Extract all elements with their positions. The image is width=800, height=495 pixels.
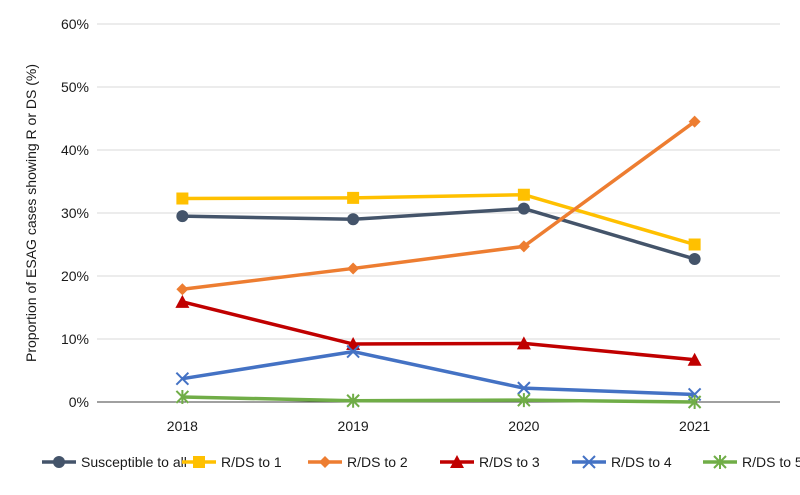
series-line <box>182 192 696 247</box>
legend-item: R/DS to 3 <box>440 454 540 470</box>
data-point <box>688 252 701 265</box>
data-point <box>687 352 702 366</box>
data-point <box>176 283 189 296</box>
legend-label: R/DS to 3 <box>479 454 540 470</box>
legend-label: R/DS to 2 <box>347 454 408 470</box>
x-tick-label: 2021 <box>679 418 710 434</box>
data-point <box>347 213 360 226</box>
legend-item: Susceptible to all <box>42 454 187 470</box>
series-6 <box>175 389 702 409</box>
legend-marker <box>53 456 65 468</box>
data-point <box>688 238 701 251</box>
legend: Susceptible to all R/DS to 1 R/DS to 2 R/DS… <box>42 454 800 470</box>
data-point <box>517 188 530 201</box>
data-point <box>517 393 531 408</box>
data-point <box>176 210 189 223</box>
series-4 <box>175 294 702 366</box>
data-point <box>517 240 530 253</box>
series-line <box>181 300 695 362</box>
series-1 <box>176 202 701 265</box>
legend-item: R/DS to 2 <box>308 454 408 470</box>
y-tick-label: 10% <box>61 331 89 347</box>
data-point <box>346 393 360 408</box>
series-group <box>175 115 702 409</box>
y-tick-label: 30% <box>61 205 89 221</box>
y-tick-label: 0% <box>69 394 89 410</box>
y-tick-label: 40% <box>61 142 89 158</box>
x-tick-label: 2020 <box>508 418 539 434</box>
data-point <box>347 191 360 204</box>
data-point <box>516 336 531 350</box>
series-line <box>182 395 695 404</box>
series-line <box>182 206 696 261</box>
y-tick-label: 60% <box>61 16 89 32</box>
y-tick-labels: 0% 10% 20% 30% 40% 50% 60% <box>61 16 89 410</box>
x-tick-label: 2019 <box>338 418 369 434</box>
legend-label: Susceptible to all <box>81 454 187 470</box>
data-point <box>175 294 190 308</box>
series-line <box>182 120 696 291</box>
series-3 <box>176 115 701 296</box>
data-point <box>346 344 360 359</box>
legend-item: R/DS to 5 <box>703 454 800 470</box>
data-point <box>687 395 702 409</box>
legend-label: R/DS to 4 <box>611 454 672 470</box>
data-point <box>175 371 190 386</box>
legend-marker <box>450 455 464 468</box>
legend-marker <box>713 455 727 469</box>
x-tick-labels: 2018 2019 2020 2021 <box>167 418 711 434</box>
data-point <box>176 192 189 205</box>
legend-marker <box>582 455 596 469</box>
legend-label: R/DS to 5 <box>742 454 800 470</box>
legend-item: R/DS to 4 <box>572 454 672 470</box>
data-point <box>688 115 701 128</box>
data-point <box>517 381 531 395</box>
x-tick-label: 2018 <box>167 418 198 434</box>
legend-label: R/DS to 1 <box>221 454 282 470</box>
legend-marker <box>319 456 331 468</box>
data-point <box>175 389 190 404</box>
series-line <box>182 349 695 397</box>
legend-item: R/DS to 1 <box>182 454 282 470</box>
y-tick-label: 50% <box>61 79 89 95</box>
gridlines <box>97 23 780 340</box>
series-5 <box>175 344 702 402</box>
y-axis-title: Proportion of ESAG cases showing R or DS… <box>23 64 39 362</box>
data-point <box>517 202 530 215</box>
series-2 <box>176 188 701 251</box>
y-tick-label: 20% <box>61 268 89 284</box>
data-point <box>347 262 360 275</box>
legend-marker <box>193 456 205 468</box>
